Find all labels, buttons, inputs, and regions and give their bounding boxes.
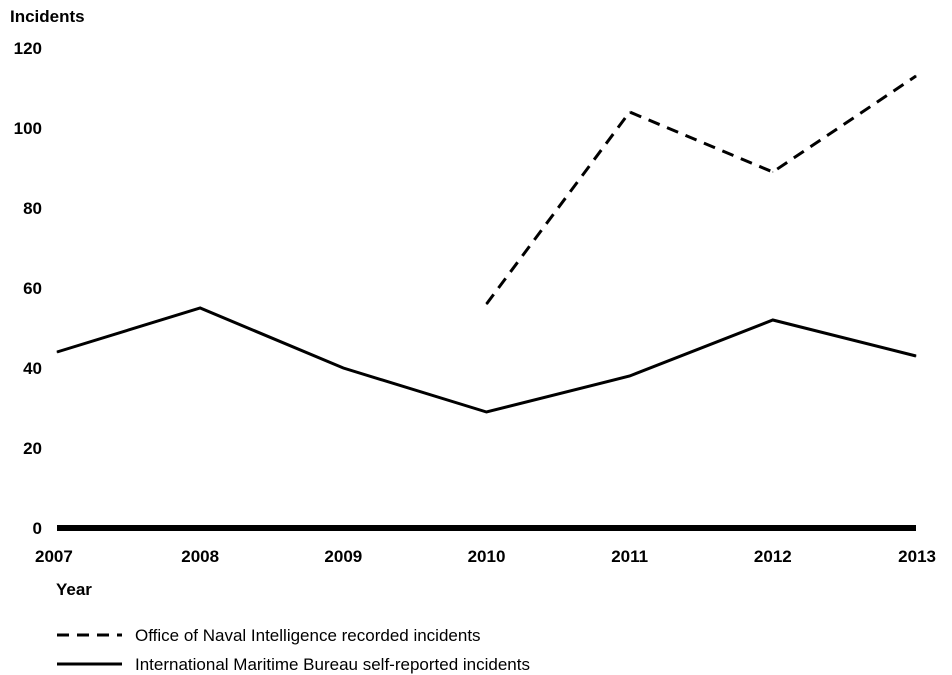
- series-line-0: [485, 74, 917, 305]
- x-tick-label: 2010: [468, 547, 506, 566]
- y-tick-label: 100: [14, 119, 42, 138]
- y-tick-label: 0: [33, 519, 42, 538]
- y-tick-label: 60: [23, 279, 42, 298]
- series-point: [915, 355, 917, 357]
- x-tick-label: 2013: [898, 547, 936, 566]
- series-point: [772, 171, 774, 173]
- series-point: [56, 351, 58, 353]
- x-axis-title: Year: [56, 580, 92, 599]
- y-tick-labels: 0 20 40 60 80 100 120: [14, 39, 42, 538]
- y-tick-label: 40: [23, 359, 42, 378]
- y-tick-label: 20: [23, 439, 42, 458]
- x-tick-label: 2007: [35, 547, 73, 566]
- series-point: [486, 411, 487, 413]
- x-tick-label: 2011: [611, 547, 648, 566]
- series-point: [342, 367, 344, 369]
- series-point: [629, 111, 631, 113]
- series-lines: [56, 74, 917, 414]
- x-tick-labels: 2007 2008 2009 2010 2011 2012 2013: [35, 547, 936, 566]
- series-point: [199, 307, 201, 309]
- x-tick-label: 2012: [754, 547, 792, 566]
- series-point: [915, 75, 917, 77]
- legend: Office of Naval Intelligence recorded in…: [57, 626, 530, 674]
- x-tick-label: 2009: [324, 547, 362, 566]
- series-point: [486, 303, 487, 305]
- legend-label: Office of Naval Intelligence recorded in…: [135, 626, 481, 645]
- legend-label: International Maritime Bureau self-repor…: [135, 655, 530, 674]
- y-tick-label: 120: [14, 39, 42, 58]
- series-line-1: [56, 306, 917, 414]
- y-axis-title: Incidents: [10, 7, 85, 26]
- y-tick-label: 80: [23, 199, 42, 218]
- series-point: [629, 375, 631, 377]
- x-tick-label: 2008: [181, 547, 219, 566]
- series-point: [772, 319, 774, 321]
